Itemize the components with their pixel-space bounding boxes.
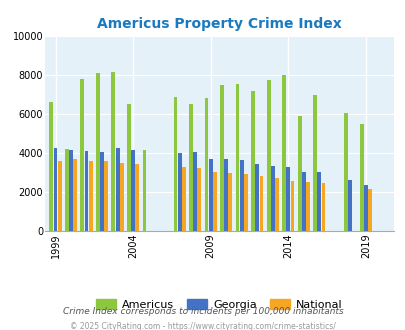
Bar — [301, 172, 305, 231]
Bar — [220, 85, 224, 231]
Bar — [347, 181, 352, 231]
Title: Americus Property Crime Index: Americus Property Crime Index — [97, 17, 341, 31]
Bar — [197, 168, 201, 231]
Bar — [181, 167, 185, 231]
Bar — [312, 95, 316, 231]
Bar — [224, 159, 228, 231]
Bar — [69, 150, 73, 231]
Bar — [251, 91, 254, 231]
Bar — [189, 105, 192, 231]
Bar — [243, 174, 247, 231]
Bar — [208, 159, 212, 231]
Bar — [359, 124, 363, 231]
Bar — [58, 161, 62, 231]
Text: © 2025 CityRating.com - https://www.cityrating.com/crime-statistics/: © 2025 CityRating.com - https://www.city… — [70, 322, 335, 330]
Bar — [255, 164, 258, 231]
Bar — [115, 148, 119, 231]
Bar — [286, 167, 290, 231]
Bar — [317, 172, 320, 231]
Bar — [49, 102, 53, 231]
Bar — [89, 161, 92, 231]
Bar — [367, 189, 371, 231]
Bar — [259, 176, 263, 231]
Bar — [321, 183, 325, 231]
Bar — [96, 73, 100, 231]
Bar — [297, 116, 301, 231]
Bar — [343, 113, 347, 231]
Bar — [111, 72, 115, 231]
Bar — [290, 182, 294, 231]
Bar — [73, 159, 77, 231]
Bar — [104, 161, 108, 231]
Bar — [119, 163, 124, 231]
Bar — [266, 80, 270, 231]
Bar — [142, 150, 146, 231]
Bar — [80, 79, 84, 231]
Bar — [177, 153, 181, 231]
Text: Crime Index corresponds to incidents per 100,000 inhabitants: Crime Index corresponds to incidents per… — [62, 307, 343, 316]
Bar — [65, 149, 68, 231]
Bar — [305, 182, 309, 231]
Bar — [84, 151, 88, 231]
Bar — [131, 150, 135, 231]
Bar — [193, 152, 197, 231]
Bar — [235, 84, 239, 231]
Bar — [274, 179, 278, 231]
Bar — [53, 148, 58, 231]
Bar — [281, 75, 286, 231]
Bar — [135, 164, 139, 231]
Bar — [204, 98, 208, 231]
Bar — [239, 160, 243, 231]
Bar — [213, 172, 216, 231]
Bar — [270, 166, 274, 231]
Bar — [127, 105, 130, 231]
Bar — [173, 97, 177, 231]
Bar — [100, 152, 104, 231]
Bar — [228, 173, 232, 231]
Legend: Americus, Georgia, National: Americus, Georgia, National — [92, 295, 346, 314]
Bar — [363, 185, 367, 231]
